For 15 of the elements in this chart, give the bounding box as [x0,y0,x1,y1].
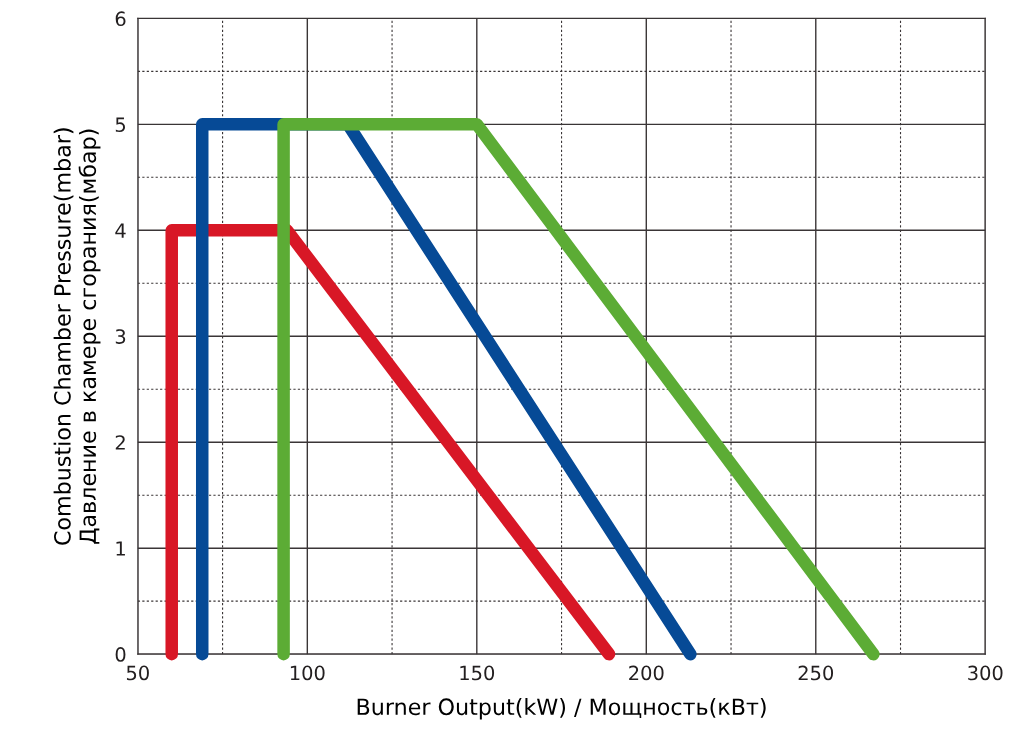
x-tick-label: 250 [798,665,834,681]
y-tick-label: 2 [115,435,125,450]
x-tick-label: 200 [629,665,664,681]
y-axis-title: Combustion Chamber Pressure(mbar) Давление в камере сгорания(мбар) [53,128,101,545]
x-axis-title: Burner Output(kW) / Мощность(кВт) [357,697,766,720]
x-tick-label: 50 [126,665,149,681]
y-tick-label: 1 [116,541,125,556]
y-tick-label: 6 [115,11,126,27]
y-tick-label: 4 [115,223,126,238]
y-tick-label: 5 [115,117,126,132]
x-tick-label: 100 [290,665,325,681]
y-tick-label: 0 [115,647,126,662]
y-tick-label: 3 [115,329,126,344]
x-tick-label: 300 [968,665,1003,681]
x-tick-label: 150 [460,665,495,681]
